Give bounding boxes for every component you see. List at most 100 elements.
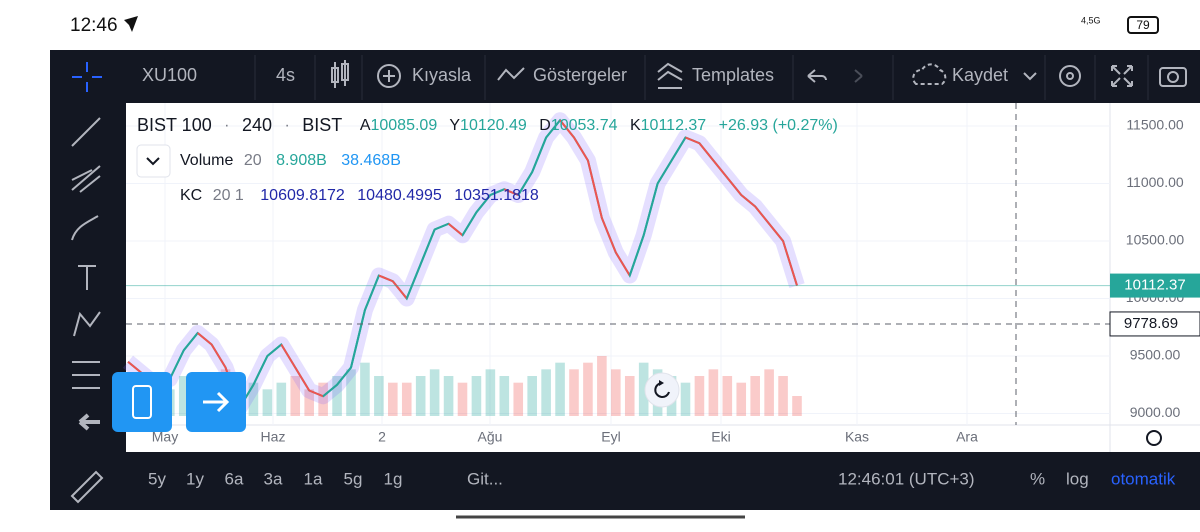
- range-button[interactable]: 3a: [264, 469, 283, 488]
- volume-legend: Volume 20 8.908B 38.468B: [180, 152, 401, 169]
- price-segment: [712, 159, 729, 179]
- indicators[interactable]: Göstergeler: [533, 65, 627, 85]
- volume-value: 8.908B: [276, 152, 327, 169]
- price-segment: [350, 309, 366, 368]
- log[interactable]: log: [1066, 469, 1089, 488]
- x-tick-label: Haz: [261, 429, 286, 445]
- redo[interactable]: [854, 69, 863, 83]
- price-segment: [531, 137, 548, 173]
- price-segment: [308, 389, 324, 398]
- volume-bar: [499, 376, 510, 416]
- price-segment: [740, 194, 756, 208]
- volume-bar: [443, 376, 454, 416]
- range-button[interactable]: 5g: [344, 469, 363, 488]
- range-button[interactable]: 6a: [225, 469, 244, 488]
- range-button[interactable]: 1g: [384, 469, 403, 488]
- price-segment: [294, 366, 311, 392]
- x-tick-label: Kas: [845, 429, 869, 445]
- save-icon[interactable]: [912, 63, 947, 85]
- percent[interactable]: %: [1030, 469, 1045, 488]
- ruler-tool[interactable]: [70, 470, 104, 504]
- low-label: D: [539, 117, 551, 134]
- kc-name: KC: [180, 187, 202, 204]
- volume-bar: [736, 382, 747, 416]
- measure-tool[interactable]: [72, 361, 100, 389]
- compare-icon[interactable]: [377, 64, 401, 88]
- templates-icon[interactable]: [657, 62, 683, 89]
- volume-bar: [513, 382, 524, 416]
- volume-bar: [276, 382, 287, 416]
- price-segment: [405, 263, 422, 299]
- volume-bar: [708, 369, 719, 416]
- snapshot[interactable]: [1159, 67, 1187, 87]
- volume-bar: [429, 369, 440, 416]
- fib-tool[interactable]: [71, 165, 101, 193]
- price-segment: [461, 211, 478, 236]
- open: 10085.09: [370, 117, 437, 134]
- last-price-badge: [1110, 273, 1200, 298]
- crosshair-badge: [1109, 311, 1200, 337]
- price-segment: [656, 159, 673, 185]
- price-segment: [378, 274, 394, 283]
- volume-bar: [360, 362, 370, 416]
- range-button[interactable]: 5y: [148, 469, 166, 488]
- crosshair-tool[interactable]: [72, 62, 102, 92]
- back-arrow[interactable]: [78, 413, 100, 431]
- price-segment: [447, 222, 464, 237]
- price-segment: [670, 136, 687, 162]
- top-toolbar: [50, 50, 1200, 103]
- legend-toggle[interactable]: [136, 144, 171, 178]
- volume-bar: [248, 382, 259, 416]
- chart-type-icon[interactable]: [331, 60, 349, 88]
- price-segment: [252, 355, 269, 386]
- goto[interactable]: Git...: [467, 469, 503, 488]
- settings[interactable]: [1059, 65, 1081, 87]
- price-segment: [364, 275, 380, 311]
- indicators-icon[interactable]: [497, 67, 525, 81]
- timezone-settings[interactable]: [1146, 430, 1162, 446]
- brush-tool[interactable]: [71, 215, 99, 241]
- volume-bar: [457, 382, 468, 416]
- reset-button[interactable]: [644, 372, 680, 408]
- kc-legend: KC 20 1 10609.8172 10480.4995 10351.1818: [180, 187, 539, 204]
- volume-bar: [750, 376, 760, 416]
- volume-bar: [541, 369, 551, 416]
- fullscreen[interactable]: [1111, 65, 1133, 87]
- price-segment: [517, 171, 534, 196]
- y-tick-label: 11500.00: [1126, 117, 1184, 133]
- x-tick-label: Ara: [956, 429, 978, 445]
- price-segment: [419, 229, 436, 265]
- compare[interactable]: Kıyasla: [412, 65, 472, 85]
- phone-button[interactable]: [112, 372, 172, 432]
- price-segment: [266, 343, 282, 357]
- text-tool[interactable]: [78, 265, 96, 290]
- x-tick-label: Eki: [711, 429, 730, 445]
- price-segment: [600, 217, 617, 253]
- volume-bar: [778, 376, 788, 416]
- volume-bar: [792, 396, 802, 416]
- trend-tool[interactable]: [71, 117, 101, 147]
- volume-bar: [624, 376, 635, 416]
- low: 10053.74: [551, 117, 618, 134]
- symbol[interactable]: XU100: [142, 65, 197, 85]
- range-button[interactable]: 1a: [304, 469, 323, 488]
- price-segment: [280, 343, 297, 369]
- interval[interactable]: 4s: [276, 65, 295, 85]
- undo[interactable]: [807, 69, 827, 83]
- save[interactable]: Kaydet: [952, 65, 1008, 85]
- kc-params: 20 1: [213, 187, 244, 204]
- price-segment: [614, 251, 631, 277]
- legend-interval: 240: [242, 115, 272, 135]
- volume-bar: [332, 376, 342, 416]
- auto-scale[interactable]: otomatik: [1111, 469, 1176, 488]
- volume-length: 20: [244, 152, 262, 169]
- range-button[interactable]: 1y: [186, 469, 204, 488]
- volume-bar: [401, 382, 412, 416]
- volume-bar: [290, 376, 301, 416]
- templates[interactable]: Templates: [692, 65, 774, 85]
- volume-bar: [597, 356, 607, 416]
- pattern-tool[interactable]: [73, 311, 101, 337]
- price-segment: [210, 343, 227, 369]
- price-segment: [685, 136, 700, 145]
